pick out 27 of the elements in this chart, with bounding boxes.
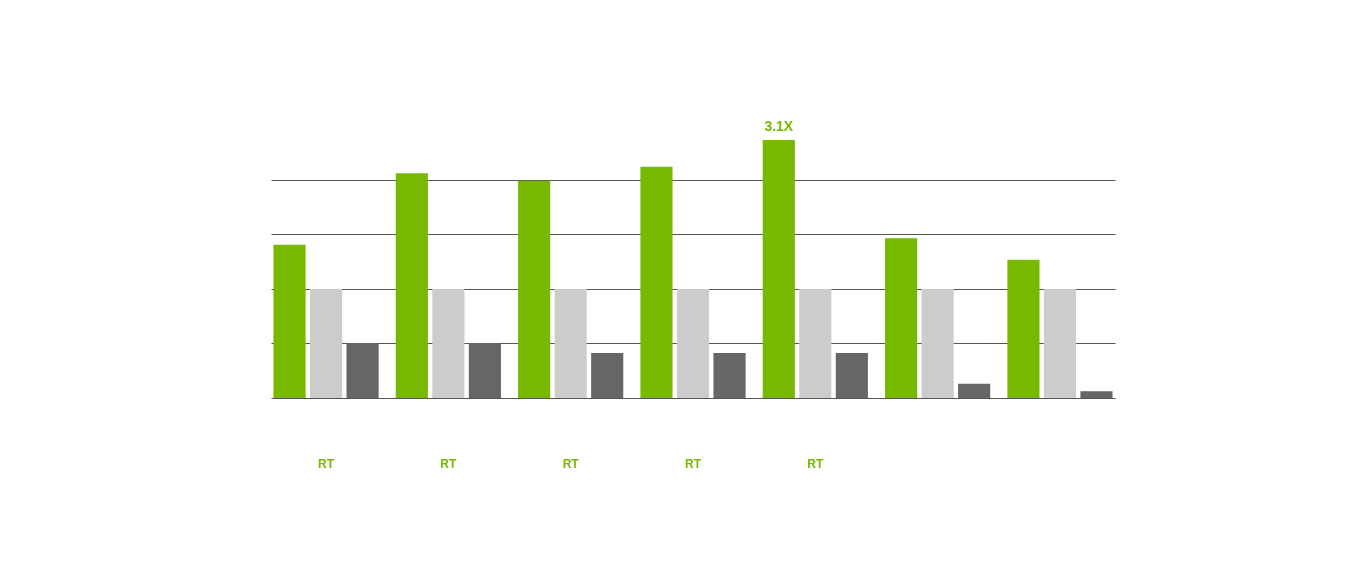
bar: [921, 288, 954, 398]
bar: [762, 140, 795, 398]
bar: [1043, 288, 1077, 398]
bar: [468, 343, 501, 398]
bar: [1080, 391, 1113, 398]
bar: [799, 288, 832, 398]
bar: [676, 288, 710, 398]
bar: [591, 353, 624, 398]
bar: [309, 288, 343, 398]
bar: [518, 180, 551, 398]
bar: [346, 343, 379, 398]
bar: [432, 288, 465, 398]
data-label: 3.1X: [764, 118, 794, 134]
bar: [885, 238, 918, 398]
x-tick-label: RT: [685, 456, 702, 471]
x-tick-label: RT: [562, 456, 580, 471]
bar: [713, 353, 746, 398]
bar: [958, 383, 991, 398]
bar: [395, 173, 428, 398]
x-tick-label: RT: [440, 456, 458, 471]
bar: [554, 288, 587, 398]
x-tick-label: RT: [807, 456, 824, 471]
bar: [835, 353, 868, 398]
bar: [640, 166, 673, 398]
x-tick-label: RT: [318, 456, 335, 471]
bar: [273, 244, 306, 398]
bar: [1007, 259, 1040, 398]
